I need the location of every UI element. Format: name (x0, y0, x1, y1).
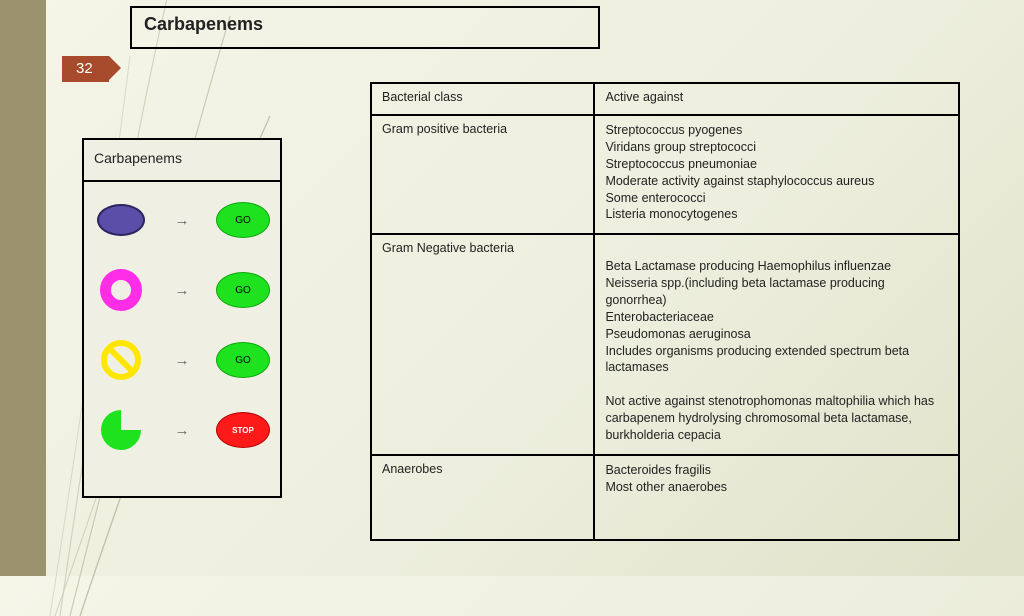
go-badge: GO (216, 272, 270, 308)
go-badge: GO (216, 202, 270, 238)
status-label: STOP (232, 426, 254, 435)
slide-title: Carbapenems (144, 14, 263, 34)
yellow-nosign-icon (94, 340, 148, 380)
table-header: Bacterial class (371, 83, 594, 115)
activity-table: Bacterial class Active against Gram posi… (370, 82, 960, 541)
table-header: Active against (594, 83, 959, 115)
bacterial-class-cell: Gram positive bacteria (371, 115, 594, 234)
go-badge: GO (216, 342, 270, 378)
table-row: Anaerobes Bacteroides fragilis Most othe… (371, 455, 959, 541)
left-panel: Carbapenems → GO → GO → GO → STOP (82, 138, 282, 498)
slide-title-box: Carbapenems (130, 6, 600, 49)
arrow-icon: → (175, 212, 190, 229)
magenta-donut-icon (94, 269, 148, 311)
purple-ellipse-icon (94, 204, 148, 236)
status-label: GO (235, 215, 251, 226)
status-row: → GO (94, 336, 270, 384)
status-row: → GO (94, 196, 270, 244)
active-against-cell: Beta Lactamase producing Haemophilus inf… (594, 234, 959, 455)
status-row: → STOP (94, 406, 270, 454)
arrow-icon: → (175, 352, 190, 369)
status-label: GO (235, 285, 251, 296)
left-accent-strip (0, 0, 46, 576)
bacterial-class-cell: Anaerobes (371, 455, 594, 541)
stop-badge: STOP (216, 412, 270, 448)
green-pac-icon (94, 410, 148, 450)
status-label: GO (235, 355, 251, 366)
arrow-icon: → (175, 282, 190, 299)
active-against-cell: Streptococcus pyogenes Viridans group st… (594, 115, 959, 234)
status-icon-rows: → GO → GO → GO → STOP (84, 182, 280, 464)
page-number-tag: 32 (62, 56, 109, 82)
bacterial-class-cell: Gram Negative bacteria (371, 234, 594, 455)
page-number: 32 (76, 60, 93, 77)
table-row: Gram positive bacteria Streptococcus pyo… (371, 115, 959, 234)
left-panel-heading: Carbapenems (84, 140, 280, 182)
status-row: → GO (94, 266, 270, 314)
table-header-row: Bacterial class Active against (371, 83, 959, 115)
active-against-cell: Bacteroides fragilis Most other anaerobe… (594, 455, 959, 541)
arrow-icon: → (175, 422, 190, 439)
table-row: Gram Negative bacteria Beta Lactamase pr… (371, 234, 959, 455)
